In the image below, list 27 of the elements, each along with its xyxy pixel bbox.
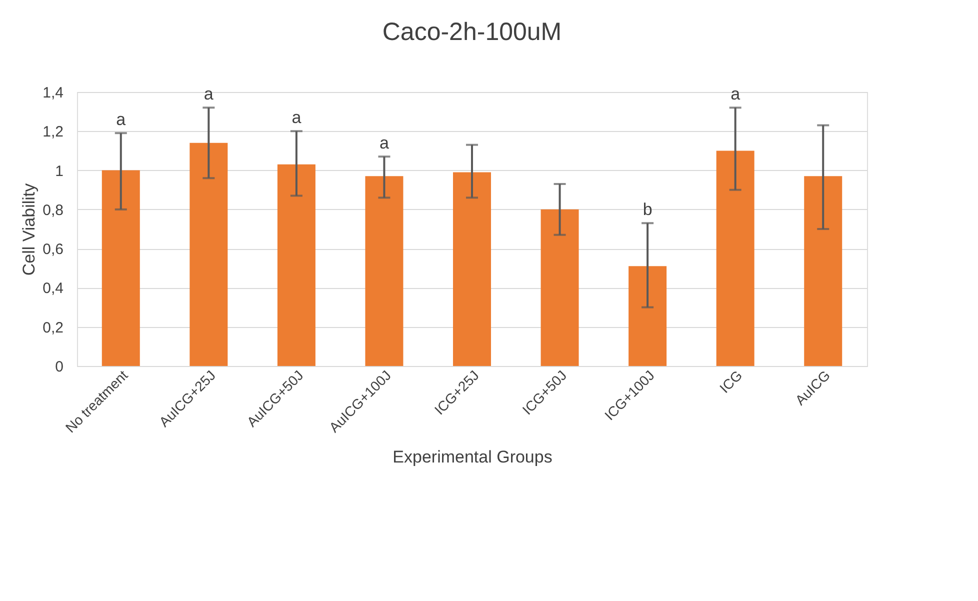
bar bbox=[804, 176, 842, 366]
bar bbox=[540, 209, 579, 366]
data-label: a bbox=[116, 110, 126, 130]
y-axis-title: Cell Viability bbox=[20, 182, 39, 276]
data-label: b bbox=[642, 200, 652, 220]
y-tick-label: 0,2 bbox=[42, 319, 64, 336]
bar bbox=[628, 266, 667, 366]
bar bbox=[365, 176, 404, 366]
y-tick-label: 0 bbox=[55, 358, 64, 376]
x-tick-label: ICG bbox=[716, 367, 746, 396]
bar bbox=[453, 172, 491, 366]
data-label: a bbox=[379, 134, 390, 153]
y-tick-label: 1,4 bbox=[42, 84, 64, 102]
data-label: a bbox=[292, 108, 302, 128]
y-tick-label: 0,6 bbox=[42, 241, 64, 258]
bar bbox=[716, 150, 754, 366]
bar bbox=[277, 164, 316, 366]
data-label: a bbox=[730, 84, 741, 104]
bar bbox=[190, 142, 228, 366]
bar bbox=[102, 170, 140, 366]
x-axis-title: Experimental Groups bbox=[392, 448, 552, 467]
y-tick-label: 1,2 bbox=[42, 124, 64, 141]
y-tick-label: 0,8 bbox=[42, 202, 64, 219]
y-tick-label: 1 bbox=[55, 162, 64, 180]
data-label: a bbox=[204, 84, 214, 104]
y-tick-label: 0,4 bbox=[42, 280, 64, 298]
chart-title: Caco-2h-100uM bbox=[382, 18, 562, 46]
